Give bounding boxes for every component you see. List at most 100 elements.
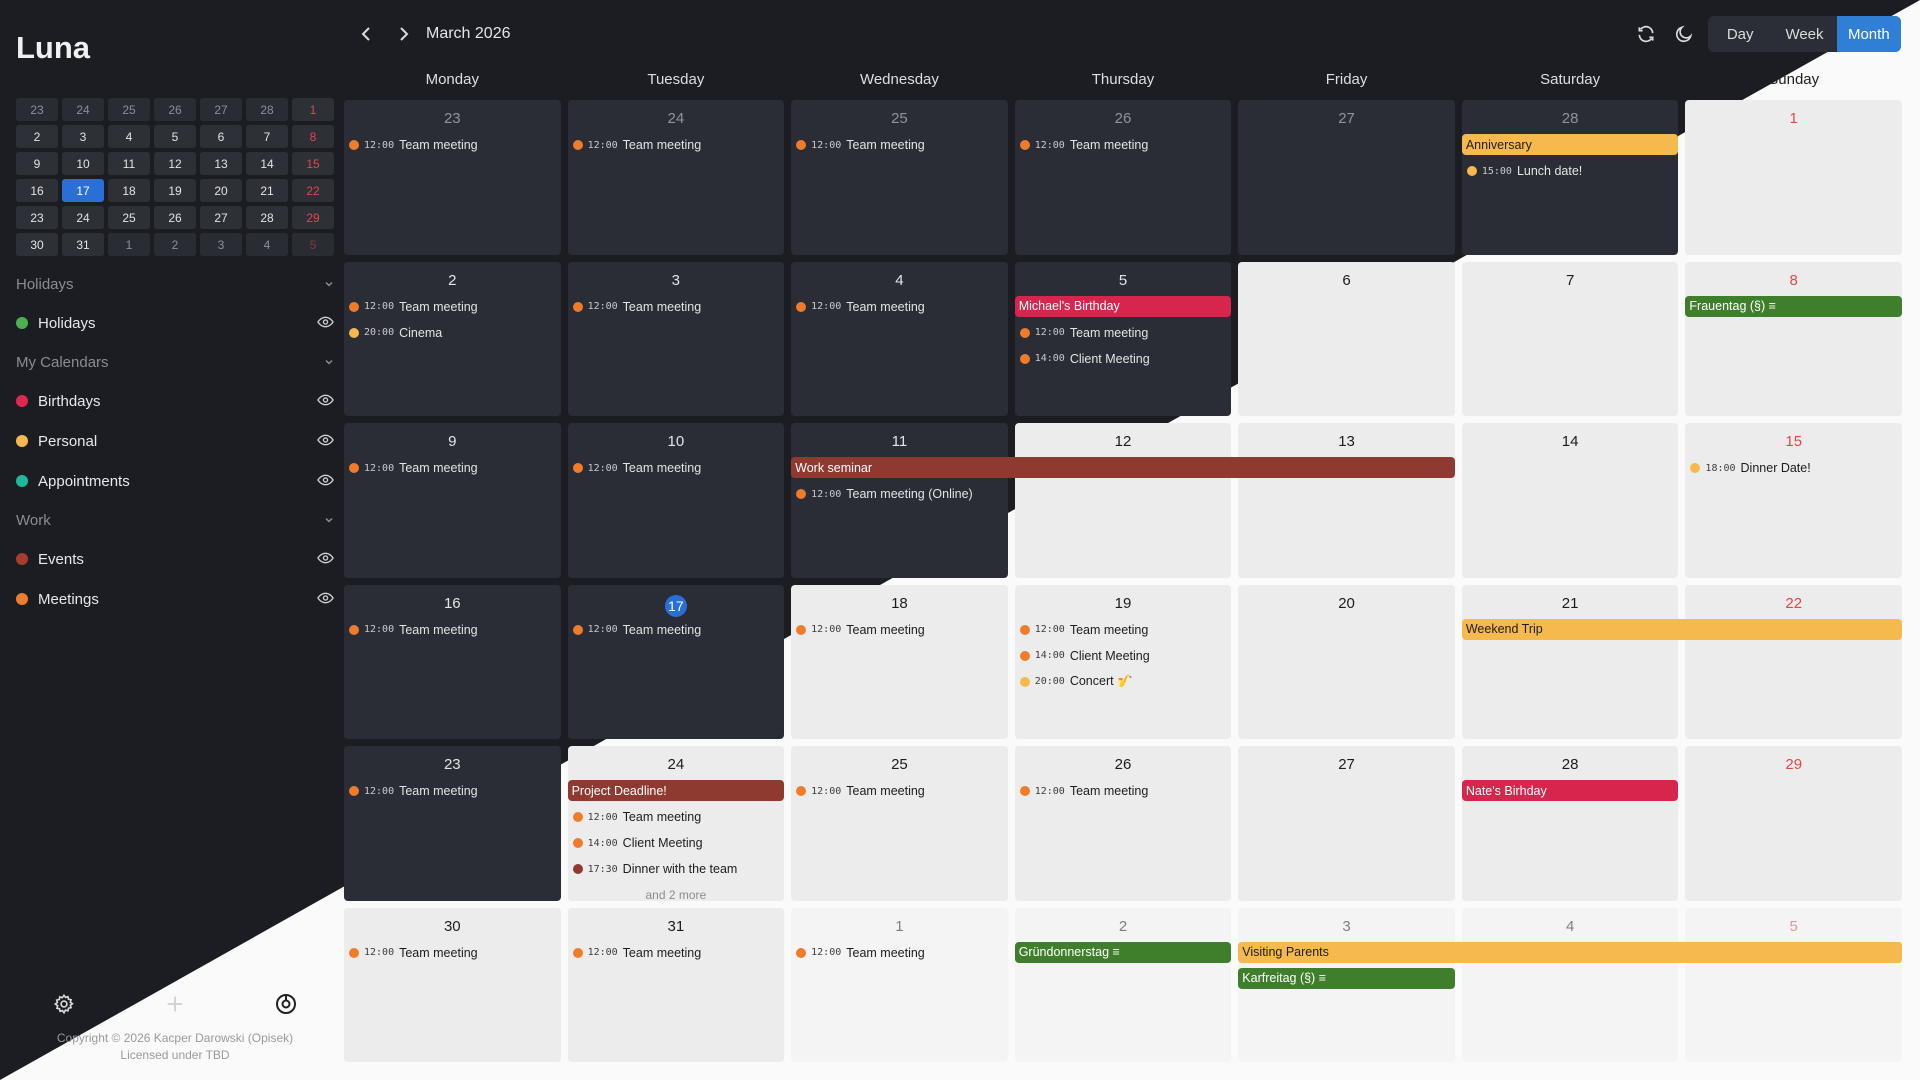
day-cell[interactable]: 28 Nate's Birhday: [1461, 746, 1679, 901]
view-month-button[interactable]: Month: [1836, 16, 1901, 52]
timed-event[interactable]: 12:00 Team meeting: [793, 134, 925, 156]
day-cell[interactable]: 26 12:00 Team meeting: [1014, 100, 1232, 255]
settings-button[interactable]: [50, 990, 78, 1018]
day-cell[interactable]: 25 12:00 Team meeting: [791, 746, 1008, 901]
timed-event[interactable]: 12:00 Team meeting: [1017, 780, 1148, 802]
mini-calendar-day[interactable]: 23: [16, 98, 58, 121]
timed-event[interactable]: 20:00 Cinema: [346, 322, 442, 344]
all-day-event[interactable]: Nate's Birhday: [1461, 780, 1679, 801]
mini-calendar-day[interactable]: 9: [16, 152, 58, 175]
mini-calendar-day[interactable]: 27: [200, 206, 242, 229]
timed-event[interactable]: 12:00 Team meeting: [793, 296, 925, 318]
timed-event[interactable]: 12:00 Team meeting: [346, 942, 478, 964]
all-day-event[interactable]: Karfreitag (§) ≡: [1238, 967, 1455, 989]
day-cell[interactable]: 23 12:00 Team meeting: [344, 746, 561, 901]
toggle-visibility-button[interactable]: [317, 433, 334, 450]
mini-calendar-day[interactable]: 25: [108, 98, 150, 121]
multi-day-event[interactable]: Visiting Parents: [1238, 941, 1902, 963]
all-day-event[interactable]: Michael's Birthday: [1014, 295, 1232, 317]
all-day-event[interactable]: Gründonnerstag ≡: [1014, 941, 1232, 963]
mini-calendar-day[interactable]: 20: [200, 179, 242, 202]
day-cell[interactable]: 11 12:00 Team meeting (Online): [791, 423, 1008, 578]
next-month-button[interactable]: [394, 24, 414, 44]
multi-day-event[interactable]: Work seminar: [791, 457, 1455, 478]
calendar-group-header[interactable]: Work: [16, 501, 334, 539]
mini-calendar-day[interactable]: 30: [16, 233, 58, 256]
timed-event[interactable]: 12:00 Team meeting: [793, 780, 925, 802]
timed-event[interactable]: 20:00 Concert 🎷: [1017, 671, 1133, 693]
timed-event[interactable]: 14:00 Client Meeting: [570, 832, 703, 854]
mini-calendar-day[interactable]: 11: [108, 152, 150, 175]
timed-event[interactable]: 12:00 Team meeting: [570, 296, 701, 318]
refresh-button[interactable]: [1634, 22, 1658, 46]
timed-event[interactable]: 12:00 Team meeting: [1017, 322, 1148, 344]
mini-calendar-day[interactable]: 29: [292, 206, 334, 229]
mini-calendar-day[interactable]: 19: [154, 179, 196, 202]
day-cell[interactable]: 30 12:00 Team meeting: [344, 907, 561, 1062]
calendar-item[interactable]: Birthdays: [16, 381, 334, 421]
day-cell[interactable]: 18 12:00 Team meeting: [791, 584, 1008, 739]
previous-month-button[interactable]: [356, 24, 376, 44]
day-cell[interactable]: 12: [1014, 423, 1232, 578]
mini-calendar-day[interactable]: 3: [200, 233, 242, 256]
timed-event[interactable]: 12:00 Team meeting: [793, 619, 925, 641]
view-week-button[interactable]: Week: [1785, 25, 1824, 43]
day-cell[interactable]: 16 12:00 Team meeting: [344, 584, 561, 739]
all-day-event[interactable]: Anniversary: [1461, 134, 1679, 155]
calendar-group-header[interactable]: Holidays: [16, 265, 334, 303]
mini-calendar-day[interactable]: 24: [62, 98, 104, 121]
timed-event[interactable]: 12:00 Team meeting: [570, 619, 701, 641]
day-cell[interactable]: 28 Anniversary 15:00 Lunch date!: [1461, 100, 1679, 255]
mini-calendar-day[interactable]: 12: [154, 152, 196, 175]
day-cell[interactable]: 2 12:00 Team meeting 20:00 Cinema: [344, 261, 561, 416]
account-button[interactable]: [272, 990, 300, 1018]
day-cell[interactable]: 31 12:00 Team meeting: [567, 907, 785, 1062]
toggle-visibility-button[interactable]: [317, 473, 334, 490]
timed-event[interactable]: 12:00 Team meeting: [346, 134, 478, 156]
day-cell[interactable]: 2 Gründonnerstag ≡: [1014, 907, 1232, 1062]
day-cell[interactable]: 22: [1685, 584, 1902, 739]
mini-calendar-day[interactable]: 28: [246, 98, 288, 121]
day-cell[interactable]: 5Ostersonntag (§) ≡: [1685, 907, 1902, 1062]
day-cell[interactable]: 7: [1461, 261, 1679, 416]
mini-calendar-day[interactable]: 8: [292, 125, 334, 148]
mini-calendar-day[interactable]: 7: [246, 125, 288, 148]
timed-event[interactable]: 14:00 Client Meeting: [1017, 348, 1150, 370]
mini-calendar-day[interactable]: 2: [154, 233, 196, 256]
mini-calendar-day[interactable]: 1: [108, 233, 150, 256]
mini-calendar-day[interactable]: 2: [16, 125, 58, 148]
toggle-visibility-button[interactable]: [317, 393, 334, 410]
day-cell[interactable]: 3 12:00 Team meeting: [567, 261, 785, 416]
calendar-item[interactable]: Events: [16, 539, 334, 579]
timed-event[interactable]: 12:00 Team meeting: [570, 457, 701, 479]
mini-calendar-day[interactable]: 27: [200, 98, 242, 121]
mini-calendar-day[interactable]: 6: [200, 125, 242, 148]
calendar-item[interactable]: Meetings: [16, 579, 334, 619]
day-cell[interactable]: 27: [1238, 746, 1455, 901]
timed-event[interactable]: 12:00 Team meeting: [346, 457, 478, 479]
all-day-event[interactable]: Project Deadline!: [567, 780, 785, 801]
day-cell[interactable]: 25 12:00 Team meeting: [791, 100, 1008, 255]
calendar-group-header[interactable]: My Calendars: [16, 343, 334, 381]
timed-event[interactable]: 12:00 Team meeting: [346, 296, 478, 318]
mini-calendar-day[interactable]: 26: [154, 206, 196, 229]
mini-calendar-day[interactable]: 16: [16, 179, 58, 202]
mini-calendar-day[interactable]: 17: [62, 179, 104, 202]
mini-calendar-day[interactable]: 3: [62, 125, 104, 148]
calendar-item[interactable]: Personal: [16, 421, 334, 461]
mini-calendar-day[interactable]: 5: [292, 233, 334, 256]
theme-toggle-button[interactable]: [1672, 22, 1696, 46]
timed-event[interactable]: 17:30 Dinner with the team: [570, 858, 737, 880]
day-cell[interactable]: 26 12:00 Team meeting: [1014, 746, 1232, 901]
mini-calendar-day[interactable]: 4: [108, 125, 150, 148]
day-cell[interactable]: 27: [1238, 100, 1455, 255]
toggle-visibility-button[interactable]: [317, 315, 334, 332]
toggle-visibility-button[interactable]: [317, 551, 334, 568]
timed-event[interactable]: 14:00 Client Meeting: [1017, 645, 1150, 667]
day-cell[interactable]: 1 12:00 Team meeting: [791, 907, 1008, 1062]
mini-calendar-day[interactable]: 13: [200, 152, 242, 175]
timed-event[interactable]: 15:00 Lunch date!: [1464, 160, 1582, 182]
day-cell[interactable]: 1: [1685, 100, 1902, 255]
timed-event[interactable]: 12:00 Team meeting: [346, 619, 478, 641]
multi-day-event[interactable]: Weekend Trip: [1461, 618, 1902, 640]
